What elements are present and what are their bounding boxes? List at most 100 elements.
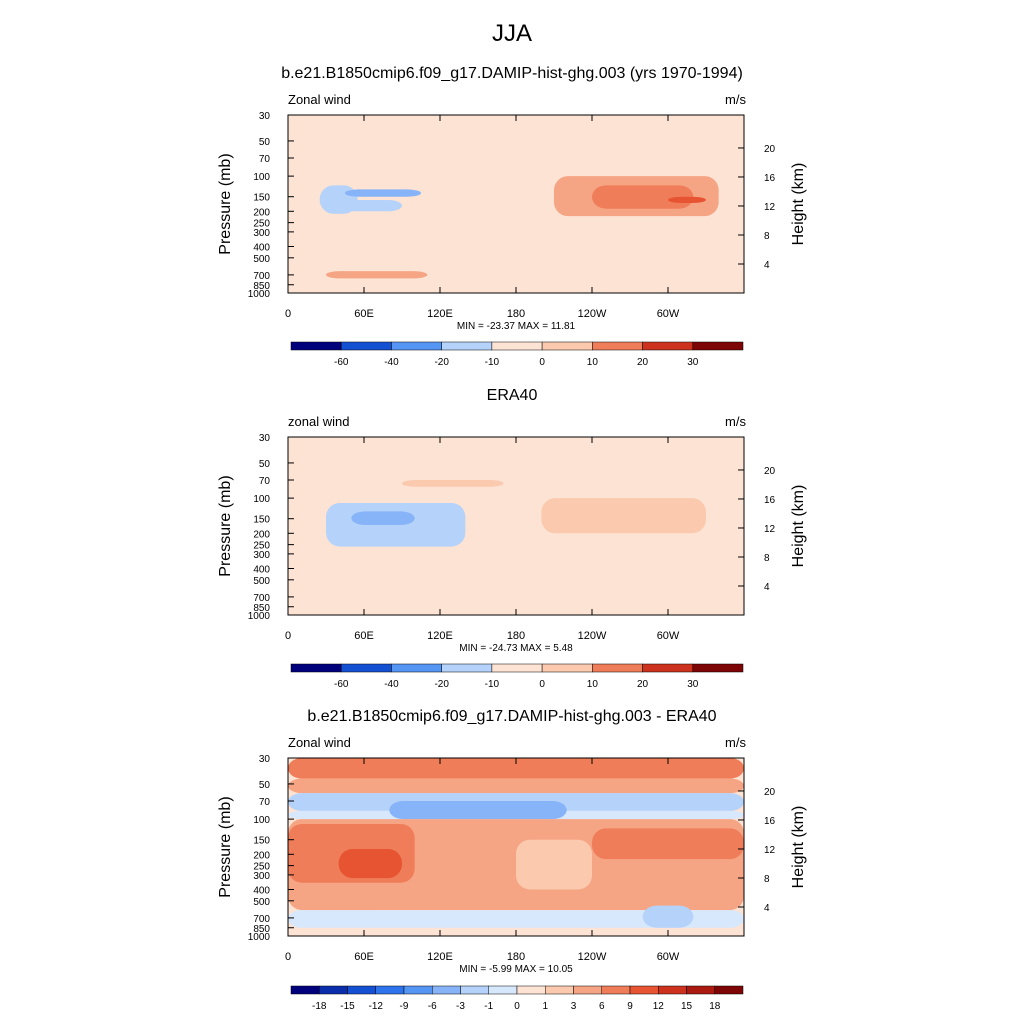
colorbar-segment xyxy=(491,663,543,673)
colorbar-segment xyxy=(488,985,518,995)
y-tick-label: 50 xyxy=(259,459,271,470)
y-tick-label: 500 xyxy=(253,897,270,908)
y-tick-label: 850 xyxy=(253,603,270,614)
panel-units-label: m/s xyxy=(725,414,746,429)
colorbar-segment xyxy=(516,985,546,995)
y2-tick-label: 12 xyxy=(764,202,776,213)
x-tick-label: 120E xyxy=(427,630,453,642)
y-tick-label: 700 xyxy=(253,914,270,925)
y2-tick-label: 16 xyxy=(764,173,776,184)
y2-tick-label: 20 xyxy=(764,787,776,798)
colorbar-segment xyxy=(545,985,574,995)
colorbar-segment xyxy=(391,663,442,673)
contour-region xyxy=(592,828,744,860)
colorbar-label: 15 xyxy=(681,1001,693,1012)
y-tick-label: 500 xyxy=(253,576,270,587)
colorbar-segment xyxy=(491,341,543,351)
colorbar-segment xyxy=(686,985,715,995)
colorbar-label: 10 xyxy=(587,679,599,690)
colorbar-segment xyxy=(441,341,493,351)
colorbar-label: -3 xyxy=(456,1001,465,1012)
colorbar-label: 1 xyxy=(542,1001,548,1012)
colorbar-segment xyxy=(432,985,461,995)
colorbar-label: 30 xyxy=(687,357,699,368)
y-tick-label: 700 xyxy=(253,593,270,604)
colorbar-segment xyxy=(592,341,643,351)
colorbar-label: -15 xyxy=(340,1001,355,1012)
y-tick-label: 150 xyxy=(253,836,270,847)
x-tick-label: 120E xyxy=(427,951,453,963)
y-tick-label: 30 xyxy=(259,754,271,765)
y-tick-label: 250 xyxy=(253,862,270,873)
panel-title: ERA40 xyxy=(487,387,538,404)
x-tick-label: 60E xyxy=(354,630,374,642)
x-tick-label: 120E xyxy=(427,308,453,320)
colorbar-label: 0 xyxy=(539,679,545,690)
contour-region xyxy=(338,848,402,879)
y2-tick-label: 4 xyxy=(764,582,770,593)
y-tick-label: 300 xyxy=(253,228,270,239)
colorbar-label: -60 xyxy=(334,679,349,690)
y2-tick-label: 8 xyxy=(764,231,770,242)
panel-left-label: Zonal wind xyxy=(288,735,351,750)
colorbar-label: -40 xyxy=(384,679,399,690)
contour-region xyxy=(326,271,428,279)
colorbar-segment xyxy=(290,663,342,673)
panel-stats: MIN = -23.37 MAX = 11.81 xyxy=(457,321,576,332)
y2-tick-label: 8 xyxy=(764,874,770,885)
y-tick-label: 30 xyxy=(259,433,271,444)
y2-tick-label: 4 xyxy=(764,260,770,271)
colorbar-label: 0 xyxy=(539,357,545,368)
y-tick-label: 850 xyxy=(253,924,270,935)
y-tick-label: 200 xyxy=(253,850,270,861)
y-tick-label: 400 xyxy=(253,885,270,896)
y-tick-label: 50 xyxy=(259,137,271,148)
y-tick-label: 70 xyxy=(259,154,271,165)
contour-region xyxy=(516,839,592,890)
colorbar-label: 10 xyxy=(587,357,599,368)
y-tick-label: 200 xyxy=(253,207,270,218)
colorbar-segment xyxy=(573,985,602,995)
colorbar-label: -10 xyxy=(485,357,500,368)
x-tick-label: 60E xyxy=(354,951,374,963)
colorbar-label: 6 xyxy=(599,1001,605,1012)
colorbar-label: -20 xyxy=(434,679,449,690)
y-tick-label: 700 xyxy=(253,271,270,282)
colorbar-label: 20 xyxy=(637,357,649,368)
colorbar-segment xyxy=(290,985,320,995)
y2-axis-label: Height (km) xyxy=(790,163,807,246)
y-tick-label: 200 xyxy=(253,529,270,540)
colorbar-segment xyxy=(460,985,489,995)
y-tick-label: 100 xyxy=(253,172,270,183)
y-tick-label: 400 xyxy=(253,564,270,575)
panel-title: b.e21.B1850cmip6.f09_g17.DAMIP-hist-ghg.… xyxy=(307,708,716,725)
y-tick-label: 850 xyxy=(253,281,270,292)
x-tick-label: 180 xyxy=(507,308,525,320)
y-axis-label: Pressure (mb) xyxy=(217,475,234,576)
x-tick-label: 180 xyxy=(507,630,525,642)
panel-title: b.e21.B1850cmip6.f09_g17.DAMIP-hist-ghg.… xyxy=(281,65,743,82)
colorbar-label: -1 xyxy=(484,1001,493,1012)
contour-region xyxy=(402,480,504,487)
contour-region xyxy=(288,778,744,794)
colorbar-label: 18 xyxy=(709,1001,721,1012)
y-axis-label: Pressure (mb) xyxy=(217,796,234,897)
panel-units-label: m/s xyxy=(725,92,746,107)
y-tick-label: 250 xyxy=(253,541,270,552)
colorbar-segment xyxy=(403,985,433,995)
y-tick-label: 1000 xyxy=(248,611,271,622)
y-tick-label: 300 xyxy=(253,871,270,882)
colorbar-label: -10 xyxy=(485,679,500,690)
y-tick-label: 250 xyxy=(253,219,270,230)
colorbar-label: 20 xyxy=(637,679,649,690)
colorbar-label: -20 xyxy=(434,357,449,368)
y-tick-label: 100 xyxy=(253,494,270,505)
colorbar-segment xyxy=(692,663,744,673)
y2-tick-label: 16 xyxy=(764,816,776,827)
x-tick-label: 60W xyxy=(657,951,680,963)
colorbar-label: 12 xyxy=(653,1001,665,1012)
y-tick-label: 1000 xyxy=(248,289,271,300)
y2-tick-label: 16 xyxy=(764,495,776,506)
contour-region xyxy=(332,199,402,212)
x-tick-label: 120W xyxy=(578,951,607,963)
